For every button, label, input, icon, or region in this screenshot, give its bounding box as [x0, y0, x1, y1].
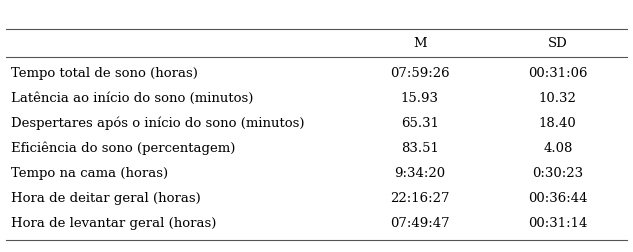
- Text: 00:31:14: 00:31:14: [528, 217, 587, 230]
- Text: 00:31:06: 00:31:06: [528, 67, 587, 80]
- Text: 83.51: 83.51: [401, 142, 439, 155]
- Text: 4.08: 4.08: [543, 142, 572, 155]
- Text: Tempo total de sono (horas): Tempo total de sono (horas): [11, 67, 197, 80]
- Text: 07:59:26: 07:59:26: [390, 67, 449, 80]
- Text: Hora de levantar geral (horas): Hora de levantar geral (horas): [11, 217, 216, 230]
- Text: 22:16:27: 22:16:27: [390, 192, 449, 205]
- Text: 0:30:23: 0:30:23: [532, 167, 584, 180]
- Text: Hora de deitar geral (horas): Hora de deitar geral (horas): [11, 192, 201, 205]
- Text: M: M: [413, 37, 427, 50]
- Text: Latência ao início do sono (minutos): Latência ao início do sono (minutos): [11, 92, 253, 105]
- Text: 15.93: 15.93: [401, 92, 439, 105]
- Text: 18.40: 18.40: [539, 117, 577, 130]
- Text: Eficiência do sono (percentagem): Eficiência do sono (percentagem): [11, 142, 235, 155]
- Text: Tempo na cama (horas): Tempo na cama (horas): [11, 167, 168, 180]
- Text: 10.32: 10.32: [539, 92, 577, 105]
- Text: 07:49:47: 07:49:47: [390, 217, 449, 230]
- Text: 65.31: 65.31: [401, 117, 439, 130]
- Text: Despertares após o início do sono (minutos): Despertares após o início do sono (minut…: [11, 117, 304, 130]
- Text: 00:36:44: 00:36:44: [528, 192, 587, 205]
- Text: SD: SD: [548, 37, 568, 50]
- Text: 9:34:20: 9:34:20: [394, 167, 446, 180]
